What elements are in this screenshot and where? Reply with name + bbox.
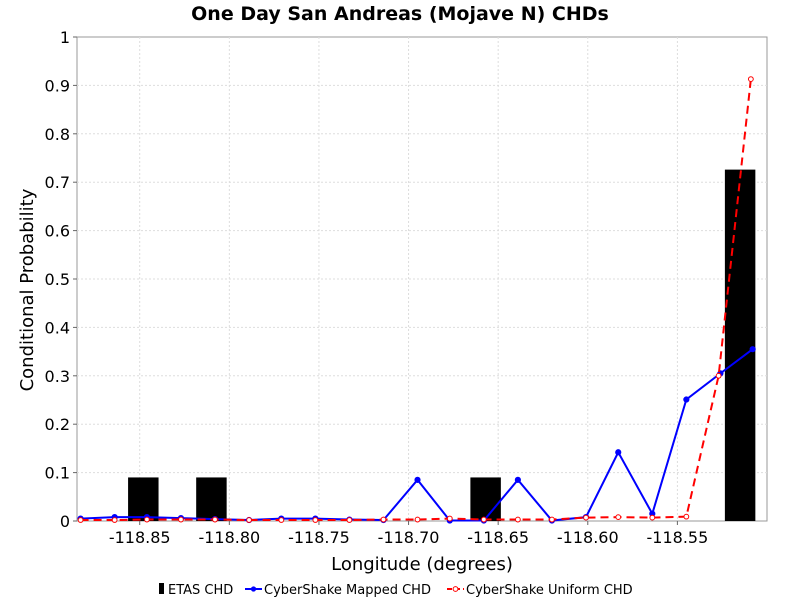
uniform-chd-point: [278, 517, 285, 523]
mapped-chd-point: [749, 346, 756, 353]
bar-series: [128, 169, 756, 521]
uniform-chd-point: [583, 514, 589, 521]
y-tick-label: 0.1: [45, 464, 70, 483]
y-axis-ticks: 0 0.1 0.2 0.3 0.4 0.5 0.6 0.7 0.8 0.9 1: [45, 28, 77, 531]
y-tick-label: 0.4: [45, 318, 70, 337]
uniform-chd-point: [683, 513, 690, 520]
uniform-chd-point: [246, 517, 252, 523]
y-axis-label: Conditional Probability: [17, 188, 38, 391]
uniform-chd-point: [615, 514, 622, 521]
y-tick-label: 0.8: [45, 125, 70, 144]
x-axis-label: Longitude (degrees): [331, 554, 513, 575]
x-axis-ticks: -118.85 -118.80 -118.75 -118.70 -118.65 -118.…: [109, 521, 708, 547]
uniform-chd-point: [346, 517, 353, 523]
mapped-chd-point: [414, 476, 421, 483]
legend-label-etas: ETAS CHD: [168, 583, 233, 598]
x-tick-label: -118.55: [647, 528, 709, 547]
etas-bar: [196, 477, 227, 521]
uniform-chd-point: [77, 517, 84, 523]
uniform-chd-point: [212, 516, 218, 523]
line-series: [77, 76, 756, 524]
etas-bar: [724, 169, 756, 521]
x-tick-label: -118.65: [467, 528, 529, 547]
uniform-chd-point: [747, 76, 754, 83]
legend-label-uniform: CyberShake Uniform CHD: [466, 583, 633, 598]
y-tick-label: 0.9: [45, 76, 70, 95]
y-tick-label: 0.2: [45, 415, 70, 434]
x-tick-label: -118.85: [109, 528, 171, 547]
uniform-chd-point: [549, 516, 555, 523]
uniform-chd-point: [446, 515, 453, 522]
uniform-chd-point: [649, 514, 656, 521]
y-tick-label: 1: [60, 28, 70, 47]
uniform-chd-point: [143, 516, 150, 523]
legend-label-mapped: CyberShake Mapped CHD: [264, 583, 431, 598]
chart-title: One Day San Andreas (Mojave N) CHDs: [191, 3, 609, 25]
mapped-chd-point: [615, 449, 622, 456]
uniform-chd-point: [178, 516, 184, 523]
uniform-chd-point: [312, 517, 319, 523]
y-tick-label: 0: [60, 512, 70, 531]
x-tick-label: -118.60: [557, 528, 619, 547]
legend-swatch-etas: [159, 583, 164, 594]
uniform-chd-point: [380, 516, 387, 523]
uniform-chd-point: [514, 516, 521, 523]
x-tick-label: -118.80: [198, 528, 260, 547]
grid: [77, 37, 767, 521]
y-tick-label: 0.3: [45, 367, 70, 386]
uniform-chd-point: [111, 517, 118, 523]
legend-marker-mapped: [250, 586, 257, 592]
etas-bar: [470, 477, 501, 521]
y-tick-label: 0.6: [45, 222, 70, 241]
mapped-chd-point: [683, 396, 690, 403]
x-tick-label: -118.75: [288, 528, 350, 547]
etas-bar: [128, 477, 159, 521]
legend: ETAS CHD CyberShake Mapped CHD CyberShake …: [159, 583, 633, 598]
uniform-chd-point: [480, 516, 487, 523]
y-tick-label: 0.5: [45, 270, 70, 289]
mapped-chd-point: [514, 476, 521, 483]
x-tick-label: -118.70: [378, 528, 440, 547]
uniform-chd-point: [414, 516, 421, 523]
uniform-chd-line: [80, 78, 752, 522]
legend-marker-uniform: [452, 586, 459, 592]
uniform-chd-point: [715, 372, 722, 379]
y-tick-label: 0.7: [45, 173, 70, 192]
